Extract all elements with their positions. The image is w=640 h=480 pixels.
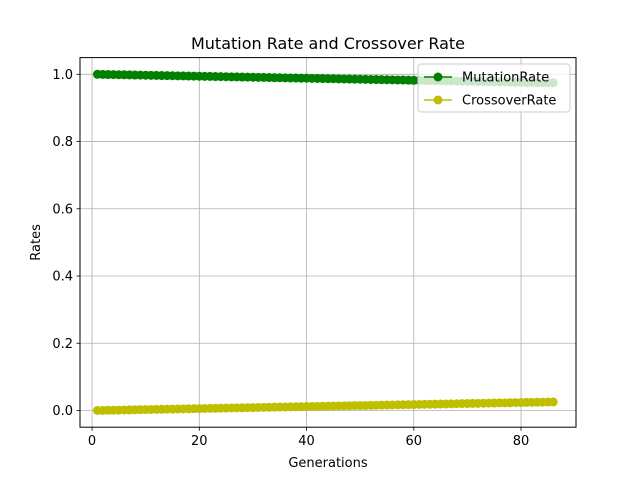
y-tick-label: 0.8 [52, 135, 73, 150]
x-tick-label: 40 [298, 434, 315, 449]
legend-entry: MutationRate [424, 71, 549, 86]
y-tick-label: 1.0 [52, 68, 73, 83]
x-axis-label: Generations [288, 456, 368, 471]
legend-entry: CrossoverRate [424, 94, 556, 109]
y-tick-label: 0.6 [52, 202, 73, 217]
plot-area [80, 57, 576, 428]
series-CrossoverRate [92, 397, 558, 415]
tick-layer: 0 20 40 60 80 0.0 0.2 0.4 0.6 0.8 1.0 [52, 68, 529, 449]
x-tick-label: 0 [88, 434, 96, 449]
y-tick-label: 0.4 [52, 270, 73, 285]
x-tick-label: 20 [191, 434, 208, 449]
y-tick-label: 0.0 [52, 404, 73, 419]
legend-marker [433, 72, 443, 82]
legend-label: CrossoverRate [462, 94, 556, 109]
chart-title: Mutation Rate and Crossover Rate [191, 34, 465, 53]
x-tick-label: 60 [406, 434, 423, 449]
y-axis-label: Rates [29, 224, 44, 261]
legend-box [417, 63, 571, 113]
legend-marker [433, 95, 443, 105]
data-point [548, 397, 558, 407]
legend: MutationRate CrossoverRate [417, 63, 571, 113]
legend-label: MutationRate [462, 71, 549, 86]
plot-frame [79, 57, 577, 428]
x-tick-label: 80 [513, 434, 530, 449]
y-tick-label: 0.2 [52, 337, 73, 352]
